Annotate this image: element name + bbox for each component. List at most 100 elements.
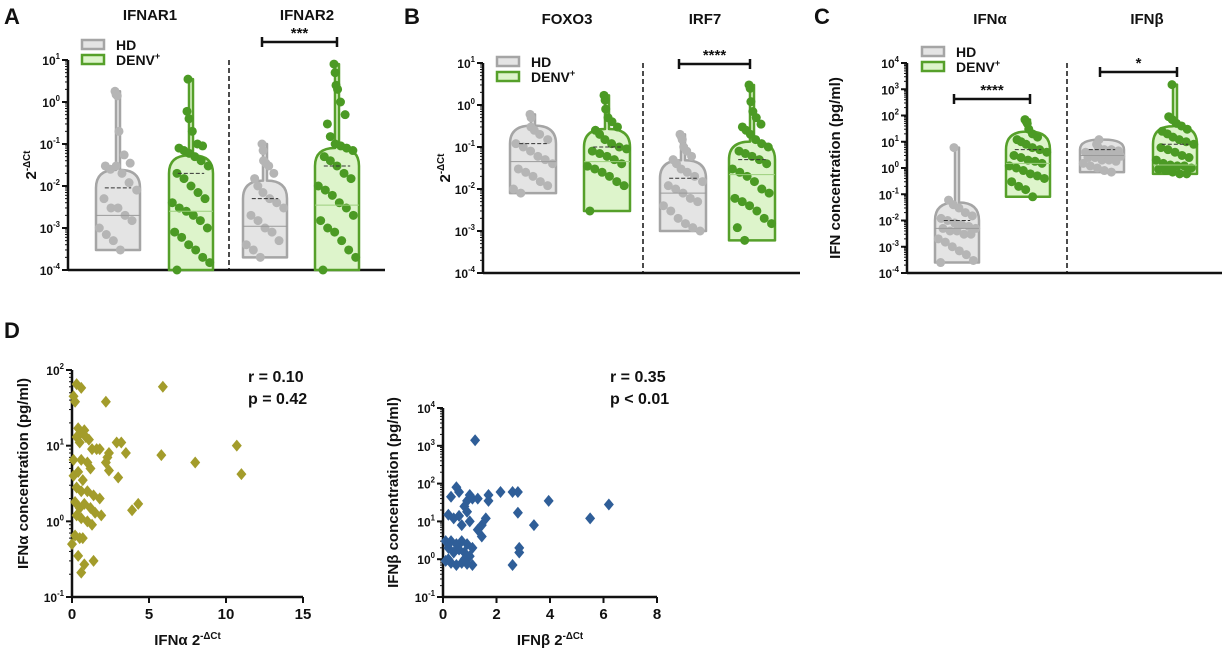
data-point	[202, 223, 212, 233]
scatter-point	[495, 485, 506, 498]
data-point	[1021, 185, 1031, 195]
data-point	[170, 227, 180, 237]
data-point	[179, 174, 189, 184]
data-point	[1172, 161, 1182, 171]
scatter-point	[507, 485, 518, 498]
y-axis-label-base: 2	[437, 174, 454, 182]
data-point	[250, 174, 260, 184]
x-tick-label: 15	[295, 606, 312, 623]
tick-label-sup: 2	[895, 108, 900, 117]
tick-label-base: 10	[881, 83, 895, 97]
data-point	[327, 190, 337, 200]
data-point	[265, 194, 275, 204]
tick-label: 101	[417, 513, 435, 529]
scatter-point	[603, 498, 614, 511]
data-point	[966, 229, 976, 239]
tick-label-base: 10	[881, 162, 895, 176]
tick-label: 10-3	[879, 239, 900, 255]
data-point	[125, 158, 135, 168]
data-point	[622, 144, 632, 154]
x-tick-label: 0	[439, 606, 447, 623]
data-point	[279, 203, 289, 213]
data-point	[682, 167, 692, 177]
data-point	[258, 146, 268, 156]
data-point	[954, 203, 964, 213]
data-point	[335, 97, 345, 107]
data-point	[757, 184, 767, 194]
tick-label: 102	[881, 108, 899, 124]
data-point	[968, 255, 978, 265]
data-point	[957, 220, 967, 230]
x-axis-label-base: IFNβ 2	[517, 632, 563, 649]
data-point	[188, 210, 198, 220]
data-point	[690, 171, 700, 181]
data-point	[680, 219, 690, 229]
tick-label-sup: -1	[892, 186, 900, 195]
legend-label-hd: HD	[116, 37, 136, 53]
data-point	[759, 213, 769, 223]
data-point	[340, 110, 350, 120]
y-axis-label-base: IFN concentration (pg/ml)	[827, 77, 844, 259]
scatter-point	[77, 532, 88, 545]
data-point	[508, 184, 518, 194]
data-point	[172, 168, 182, 178]
data-point	[511, 139, 521, 149]
data-point	[762, 159, 772, 169]
x-axis-label-sup: -ΔCt	[563, 631, 584, 642]
tick-label-sup: 0	[471, 97, 476, 106]
comparison-title: IFNAR1	[123, 7, 177, 24]
legend-swatch-hd	[80, 38, 106, 51]
data-point	[112, 91, 122, 101]
tick-label-base: 10	[46, 440, 60, 454]
tick-label: 103	[417, 438, 435, 454]
tick-label-base: 10	[40, 222, 54, 236]
comparison-title: FOXO3	[542, 11, 593, 28]
data-point	[740, 235, 750, 245]
data-point	[959, 229, 969, 239]
data-point	[673, 213, 683, 223]
tick-label-base: 10	[46, 515, 60, 529]
tick-label: 101	[457, 55, 475, 71]
data-point	[351, 252, 361, 262]
legend-label-hd-base: HD	[116, 37, 136, 53]
legend-label-denv: DENV+	[116, 51, 160, 68]
legend-swatch-denv	[80, 53, 106, 66]
scatter-point	[467, 559, 478, 572]
tick-label-base: 10	[879, 215, 893, 229]
data-point	[1179, 161, 1189, 171]
scatter-point	[103, 464, 114, 477]
tick-label-base: 10	[455, 183, 469, 197]
data-point	[597, 167, 607, 177]
tick-label-sup: 0	[431, 551, 436, 560]
data-point	[1161, 166, 1171, 176]
data-point	[316, 216, 326, 226]
data-point	[115, 245, 125, 255]
scatter-point	[236, 468, 247, 481]
data-point	[764, 188, 774, 198]
data-point	[203, 161, 213, 171]
data-point	[200, 194, 210, 204]
data-point	[1085, 161, 1095, 171]
tick-label-sup: -1	[53, 136, 61, 145]
panel-label-d: D	[4, 318, 20, 343]
tick-label-sup: -2	[892, 213, 900, 222]
data-point	[330, 227, 340, 237]
data-point	[1018, 166, 1028, 176]
data-point	[528, 171, 538, 181]
data-point	[763, 142, 773, 152]
data-point	[767, 219, 777, 229]
significance-stars: *	[1136, 55, 1142, 72]
data-point	[687, 151, 697, 161]
scatter-point	[454, 509, 465, 522]
data-point	[1009, 150, 1019, 160]
tick-label: 10-1	[44, 589, 65, 605]
legend-label-denv-base: DENV	[956, 59, 996, 75]
tick-label: 10-2	[879, 213, 900, 229]
violin-hd	[241, 142, 289, 259]
data-point	[740, 149, 750, 159]
scatter-point	[156, 449, 167, 462]
tick-label: 101	[46, 438, 64, 454]
data-point	[264, 161, 274, 171]
